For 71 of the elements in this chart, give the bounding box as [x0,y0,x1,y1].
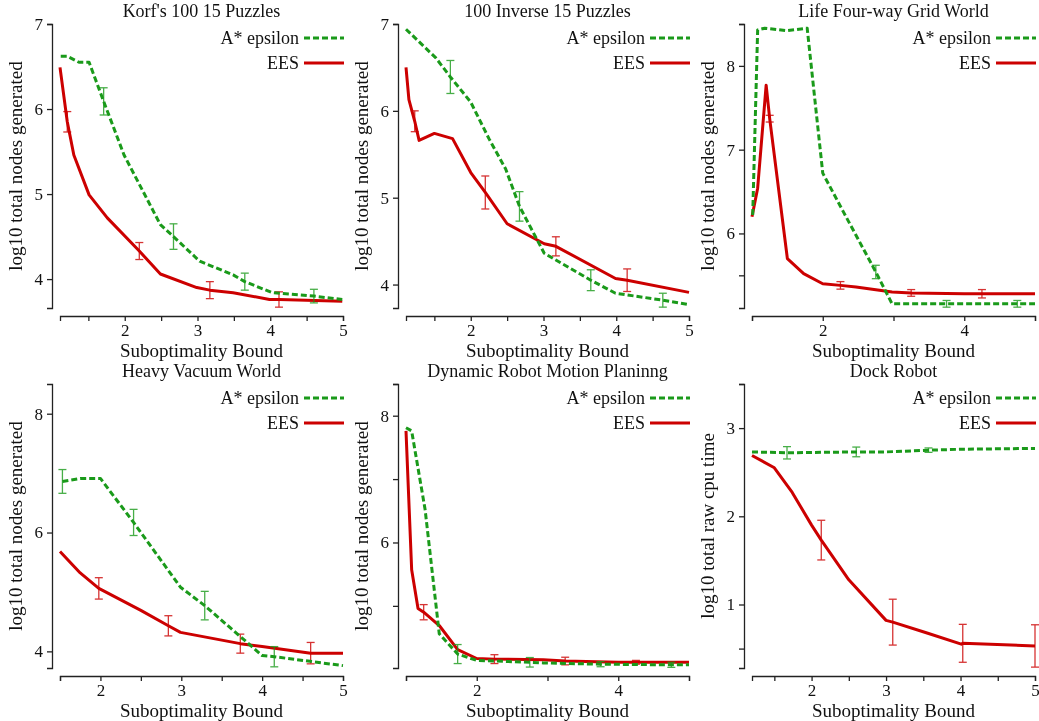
legend-label: EES [266,413,299,433]
y-tick-label: 1 [726,595,735,615]
x-tick-label: 2 [819,321,828,341]
chart-title: Heavy Vacuum World [122,361,281,381]
chart-title: 100 Inverse 15 Puzzles [464,1,631,21]
legend-label: A* epsilon [912,28,991,48]
legend-label: A* epsilon [912,388,991,408]
y-tick-label: 8 [726,56,735,76]
y-axis-title: log10 total nodes generated [5,60,26,271]
y-tick-label: 6 [34,99,43,119]
x-tick-label: 4 [614,681,624,701]
y-tick-label: 4 [380,275,390,295]
x-tick-label: 2 [807,681,817,701]
chart-title: Dynamic Robot Motion Planinng [427,361,668,381]
x-tick-label: 5 [1031,681,1039,701]
y-tick-label: 2 [726,507,735,527]
y-tick-label: 5 [34,185,43,204]
y-axis-title: log10 total raw cpu time [697,433,718,619]
y-tick-label: 7 [726,140,736,160]
x-tick-label: 4 [266,321,276,341]
y-tick-label: 4 [34,270,44,290]
y-tick-label: 7 [380,14,390,34]
y-tick-label: 3 [726,419,735,439]
x-tick-label: 2 [121,321,130,341]
x-axis-title: Suboptimality Bound [465,340,630,361]
legend-label: EES [612,53,645,73]
x-tick-label: 3 [882,681,891,701]
x-tick-label: 4 [956,681,966,701]
x-tick-label: 3 [539,321,549,341]
x-tick-label: 2 [473,681,482,701]
y-tick-label: 4 [34,642,44,662]
x-tick-label: 2 [96,681,106,701]
x-tick-label: 3 [193,321,203,341]
y-tick-label: 8 [380,406,389,426]
y-tick-label: 8 [34,404,43,424]
y-tick-label: 6 [726,224,735,244]
line-series [750,83,1037,296]
x-tick-label: 5 [339,321,348,341]
y-tick-label: 6 [380,101,389,121]
x-axis-title: Suboptimality Bound [119,700,284,721]
x-tick-label: 3 [177,681,187,701]
legend-label: EES [612,413,645,433]
x-tick-label: 2 [467,321,476,341]
y-axis-title: log10 total nodes generated [5,420,26,631]
legend-label: EES [958,413,991,433]
legend-label: A* epsilon [566,28,645,48]
x-tick-label: 4 [612,321,622,341]
legend-label: EES [266,53,299,73]
y-axis-title: log10 total nodes generated [351,60,372,271]
y-tick-label: 7 [34,14,44,34]
x-axis-title: Suboptimality Bound [811,700,976,721]
legend-label: A* epsilon [566,388,645,408]
x-axis-title: Suboptimality Bound [119,340,284,361]
x-tick-label: 5 [685,321,694,341]
y-tick-label: 5 [380,188,389,208]
legend-label: A* epsilon [220,28,299,48]
x-tick-label: 5 [339,681,348,701]
chart-title: Dock Robot [849,361,938,381]
y-tick-label: 6 [380,533,389,553]
y-axis-title: log10 total nodes generated [351,420,372,631]
y-axis-title: log10 total nodes generated [697,60,718,271]
legend-label: A* epsilon [220,388,299,408]
chart-title: Life Four-way Grid World [798,1,989,21]
x-axis-title: Suboptimality Bound [465,700,630,721]
x-tick-label: 4 [258,681,268,701]
y-tick-label: 6 [34,523,43,543]
legend-label: EES [958,53,991,73]
x-axis-title: Suboptimality Bound [811,340,976,361]
line-series [751,26,1037,306]
chart-title: Korf's 100 15 Puzzles [122,1,281,21]
x-tick-label: 4 [960,321,970,341]
